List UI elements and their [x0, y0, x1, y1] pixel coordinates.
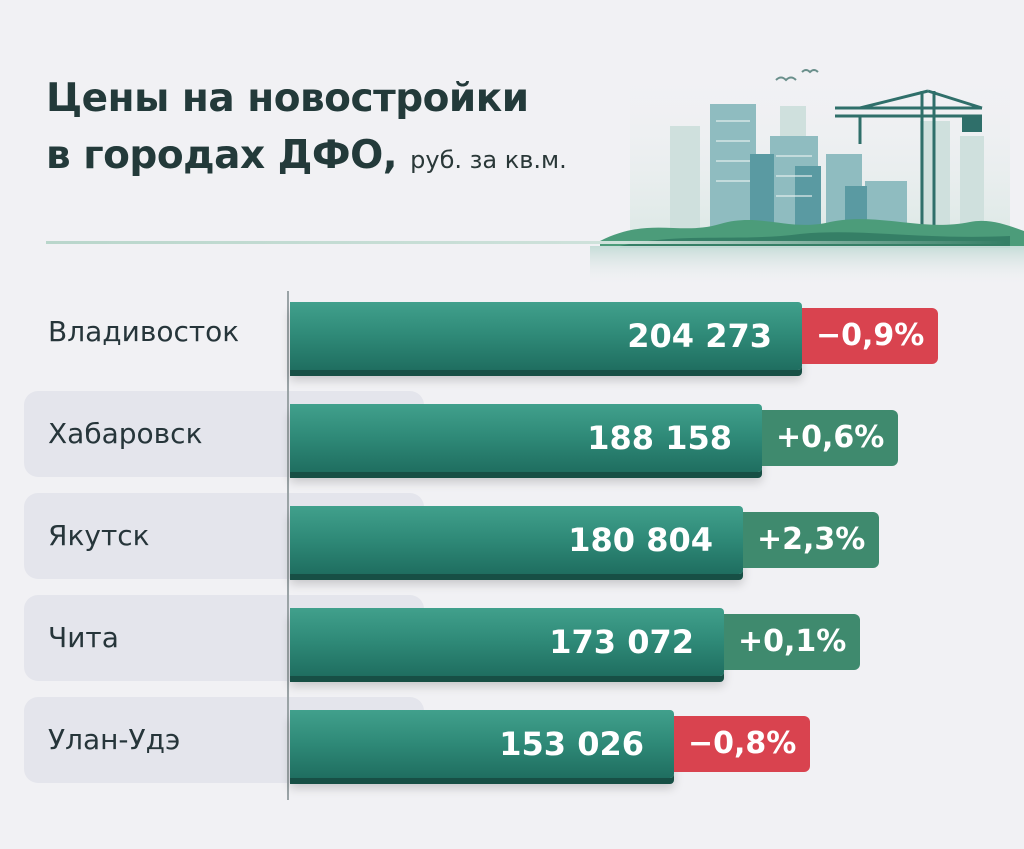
bar-value-label: 173 072	[549, 623, 694, 661]
bar: 153 026	[290, 710, 674, 778]
change-badge: +0,6%	[762, 410, 899, 466]
title-line-2-text: в городах ДФО,	[46, 133, 398, 178]
change-badge: −0,8%	[674, 716, 811, 772]
title-line-1: Цены на новостройки	[46, 76, 529, 121]
bar: 173 072	[290, 608, 724, 676]
category-label: Хабаровск	[48, 417, 203, 450]
change-badge: +0,1%	[724, 614, 861, 670]
category-label: Улан-Удэ	[48, 723, 181, 756]
title-divider	[46, 241, 1006, 244]
bar-value-label: 204 273	[627, 317, 772, 355]
bar: 180 804	[290, 506, 743, 574]
change-badge: +2,3%	[743, 512, 880, 568]
bar: 188 158	[290, 404, 762, 472]
title-line-2: в городах ДФО, руб. за кв.м.	[46, 127, 567, 189]
category-label: Владивосток	[48, 315, 240, 348]
category-label: Якутск	[48, 519, 150, 552]
chart-title: Цены на новостройки в городах ДФО, руб. …	[46, 70, 567, 189]
title-unit: руб. за кв.м.	[410, 146, 567, 174]
city-skyline-illustration	[590, 66, 1024, 286]
chart-axis	[287, 291, 289, 800]
bar-value-label: 153 026	[499, 725, 644, 763]
category-label: Чита	[48, 621, 119, 654]
bar: 204 273	[290, 302, 802, 370]
bar-value-label: 180 804	[568, 521, 713, 559]
change-badge: −0,9%	[802, 308, 939, 364]
bar-value-label: 188 158	[587, 419, 732, 457]
